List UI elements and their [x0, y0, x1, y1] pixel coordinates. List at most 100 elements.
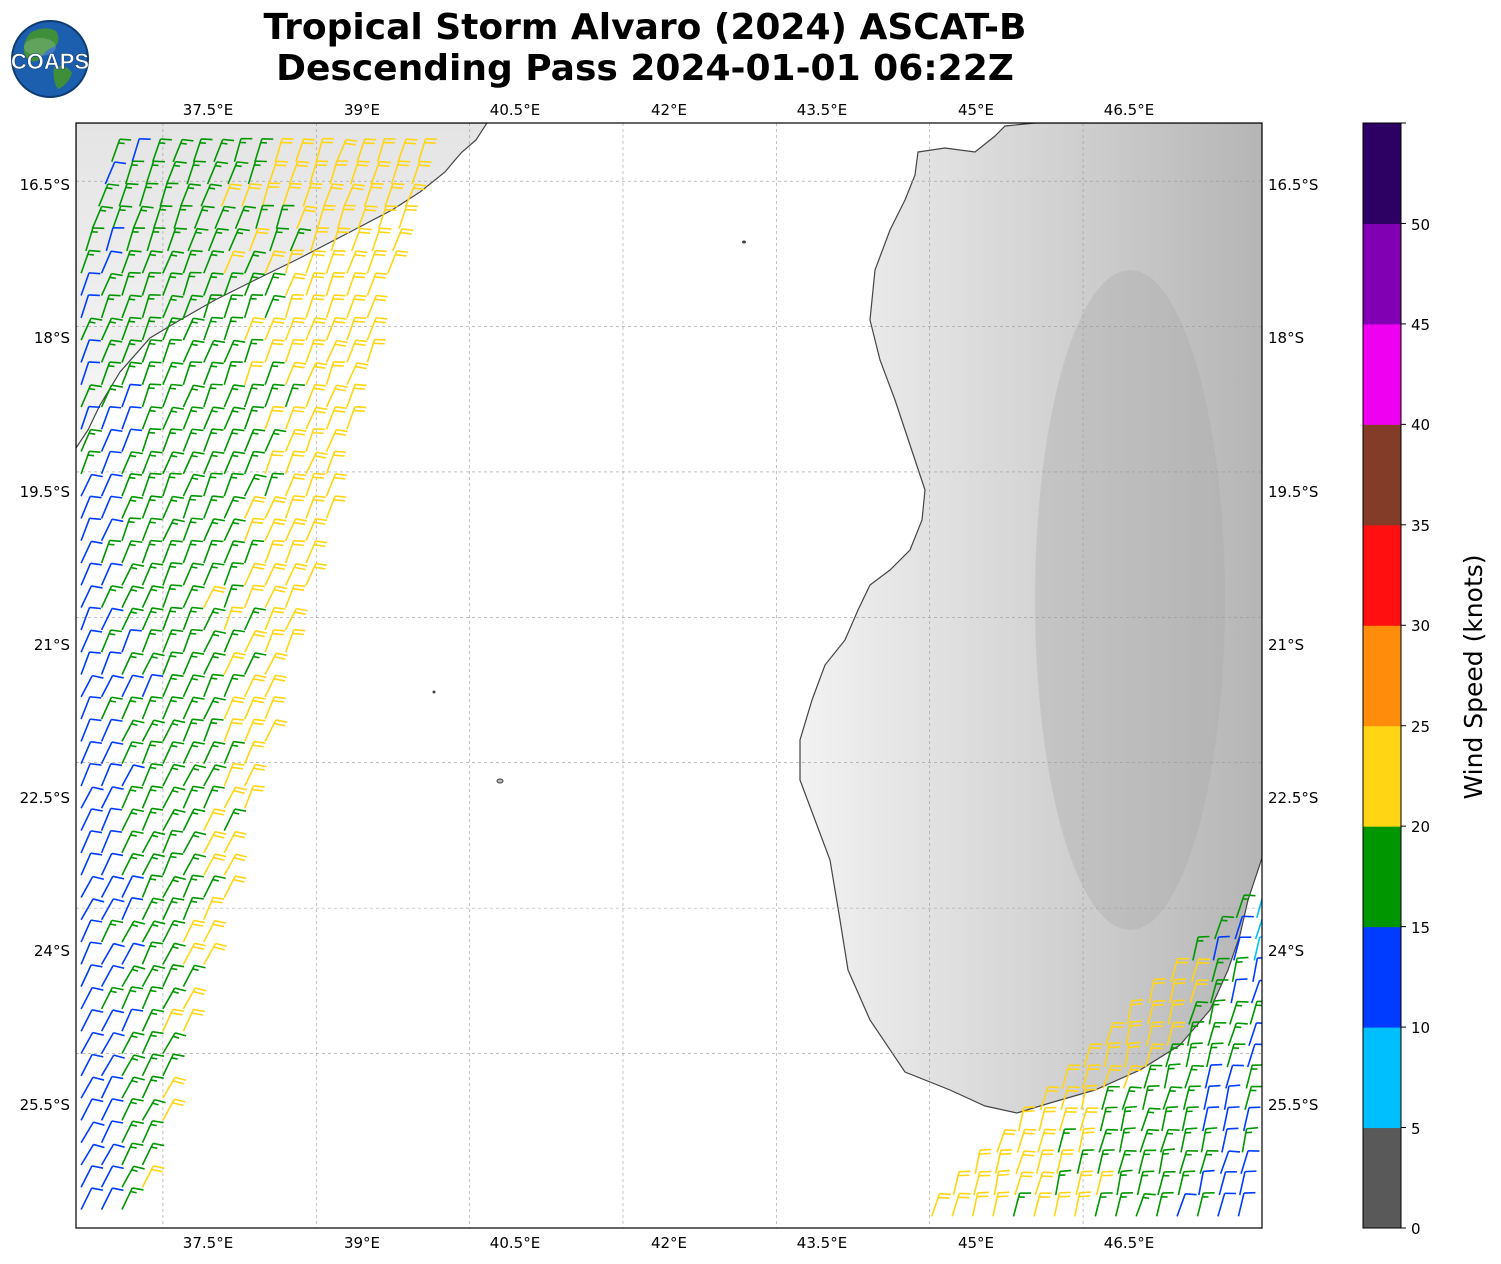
wind-barb: [223, 495, 246, 519]
wind-barb: [80, 317, 103, 341]
colorbar-segment: [1363, 424, 1401, 526]
wind-barb: [930, 1192, 951, 1217]
wind-barb: [121, 1120, 144, 1144]
wind-barb: [1190, 958, 1211, 983]
wind-barb: [100, 718, 123, 742]
wind-barb: [80, 830, 103, 854]
wind-barb: [349, 160, 370, 185]
wind-barb: [1147, 1000, 1166, 1025]
wind-barb: [1207, 1021, 1227, 1046]
wind-barb: [182, 831, 207, 854]
wind-barb: [366, 294, 388, 319]
wind-barb: [80, 1143, 105, 1166]
lat-tick-left: 18°S: [34, 329, 70, 347]
wind-barb: [264, 361, 285, 385]
colorbar-segments: [1363, 122, 1406, 1229]
wind-barb: [118, 182, 139, 207]
wind-barb: [1233, 936, 1252, 961]
wind-barb: [141, 785, 164, 809]
wind-barb: [162, 562, 183, 586]
wind-barb: [269, 227, 290, 252]
wind-barb: [162, 539, 183, 564]
wind-barb: [131, 138, 151, 163]
wind-barb: [100, 428, 123, 452]
wind-barb: [264, 405, 285, 430]
wind-barb: [1205, 1042, 1224, 1068]
wind-barb: [264, 450, 285, 475]
wind-barb: [141, 696, 163, 720]
wind-barb: [141, 450, 163, 475]
wind-barb: [243, 338, 264, 363]
wind-barb: [214, 205, 236, 229]
wind-barb: [121, 1165, 145, 1188]
wind-barb: [1120, 1105, 1137, 1132]
wind-barb: [1144, 1043, 1164, 1068]
wind-barb: [172, 138, 194, 163]
wind-barb: [325, 450, 347, 475]
wind-barb: [1211, 957, 1230, 983]
wind-barb: [182, 317, 205, 341]
wind-barb: [305, 406, 328, 430]
wind-barb: [203, 272, 224, 296]
wind-barb: [1192, 935, 1210, 961]
wind-barb: [1124, 1041, 1141, 1068]
wind-barb: [223, 786, 247, 809]
wind-barb: [1136, 1170, 1155, 1196]
wind-barb: [203, 316, 224, 341]
wind-barb: [284, 361, 307, 386]
colorbar-segment: [1363, 625, 1401, 727]
wind-barb: [162, 897, 185, 921]
wind-barb: [182, 406, 204, 430]
wind-barb: [203, 896, 225, 921]
wind-barb: [182, 896, 204, 921]
wind-barb: [305, 272, 326, 296]
wind-barb: [162, 472, 182, 497]
wind-barb: [162, 808, 186, 831]
wind-barb: [1101, 1085, 1120, 1110]
wind-barb: [223, 629, 245, 653]
lat-tick-left: 24°S: [34, 942, 70, 960]
wind-barb: [182, 919, 206, 943]
wind-barb: [121, 719, 145, 742]
wind-barb: [80, 1098, 104, 1121]
wind-barb: [80, 740, 102, 765]
wind-barb: [100, 1165, 124, 1188]
colorbar-segment: [1363, 826, 1401, 928]
wind-barb: [213, 138, 235, 163]
wind-barb: [264, 339, 285, 363]
wind-barb: [264, 294, 286, 319]
wind-barb: [192, 138, 213, 163]
wind-barb: [182, 494, 203, 519]
wind-barb: [295, 138, 316, 163]
wind-barb: [162, 428, 183, 452]
wind-barb: [100, 405, 122, 430]
lon-tick-top: 42°E: [651, 101, 687, 119]
wind-barb: [121, 986, 144, 1010]
wind-barb: [1122, 1065, 1144, 1089]
wind-barb: [203, 942, 227, 965]
wind-barb: [162, 673, 184, 698]
chart-title-line-1: Tropical Storm Alvaro (2024) ASCAT-B: [263, 7, 1027, 48]
lon-tick-top: 40.5°E: [490, 101, 540, 119]
wind-barb: [203, 294, 223, 319]
wind-barb: [264, 562, 287, 586]
wind-barb: [141, 294, 161, 319]
wind-barb: [203, 785, 225, 809]
wind-barb: [141, 562, 164, 586]
wind-barb: [121, 1142, 144, 1166]
wind-barb: [141, 964, 166, 988]
wind-barb: [1053, 1191, 1071, 1217]
wind-barb: [330, 227, 351, 252]
wind-barb: [1189, 979, 1209, 1004]
wind-barb: [243, 539, 265, 564]
wind-barb: [146, 227, 166, 252]
wind-barb: [284, 272, 307, 296]
wind-barb: [121, 383, 142, 408]
wind-barb: [1017, 1106, 1036, 1132]
wind-barb: [1184, 1064, 1204, 1089]
wind-barb: [325, 339, 348, 363]
wind-barb: [223, 652, 246, 675]
wind-barb: [203, 696, 226, 720]
wind-barb: [162, 696, 184, 720]
wind-barb: [162, 852, 184, 876]
